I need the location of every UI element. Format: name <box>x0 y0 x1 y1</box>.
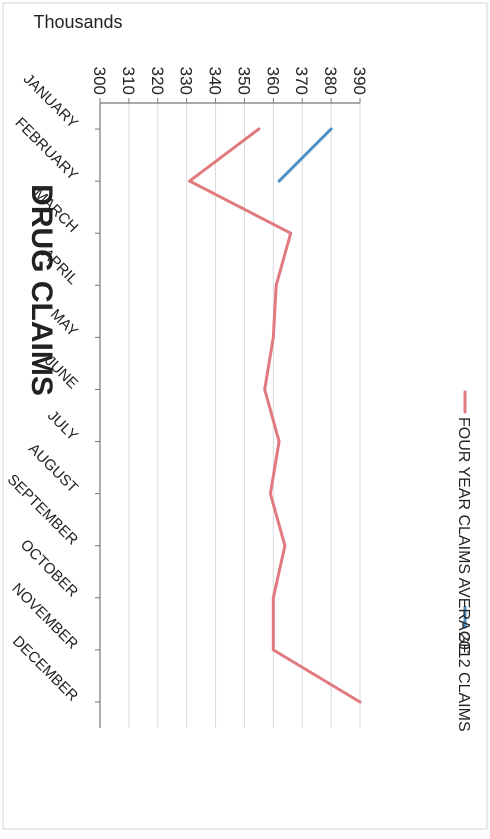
y-tick-label-360: 360 <box>263 67 282 95</box>
data-point-1-april <box>275 284 278 287</box>
data-point-1-september <box>283 544 287 547</box>
y-tick-label-310: 310 <box>119 67 138 95</box>
data-point-1-december <box>358 700 362 704</box>
axis-layer <box>95 98 361 728</box>
data-point-1-march <box>289 232 292 235</box>
series-line-2012-claims <box>277 127 333 183</box>
data-point-1-october <box>272 596 275 599</box>
data-point-1-june <box>263 388 266 391</box>
data-point-1-august <box>269 492 272 495</box>
y-tick-label-370: 370 <box>292 67 311 95</box>
y-tick-label-350: 350 <box>234 67 253 95</box>
legend-label-four-year-average: FOUR YEAR CLAIMS AVERAGE <box>455 417 472 654</box>
data-point-1-february <box>188 179 191 183</box>
data-point-1-may <box>272 336 275 339</box>
chart-frame <box>2 2 488 830</box>
chart-title: DRUG CLAIMS <box>25 184 58 396</box>
series-layer <box>188 127 362 704</box>
y-tick-label-300: 300 <box>90 67 109 95</box>
y-tick-label-330: 330 <box>177 67 196 95</box>
data-point-0-january <box>329 127 333 131</box>
data-point-1-july <box>277 440 281 443</box>
data-point-1-january <box>257 127 261 131</box>
y-tick-label-340: 340 <box>206 67 225 95</box>
y-axis-title: Thousands <box>33 12 122 32</box>
data-point-0-february <box>277 179 281 183</box>
data-point-1-november <box>272 648 275 652</box>
y-tick-label-390: 390 <box>350 67 369 95</box>
legend: 2012 CLAIMS FOUR YEAR CLAIMS AVERAGE <box>455 390 472 732</box>
y-tick-label-380: 380 <box>321 67 340 95</box>
legend-label-2012-claims: 2012 CLAIMS <box>455 632 472 732</box>
series-line-four-year-claims-average <box>188 127 362 704</box>
y-tick-label-320: 320 <box>148 67 167 95</box>
